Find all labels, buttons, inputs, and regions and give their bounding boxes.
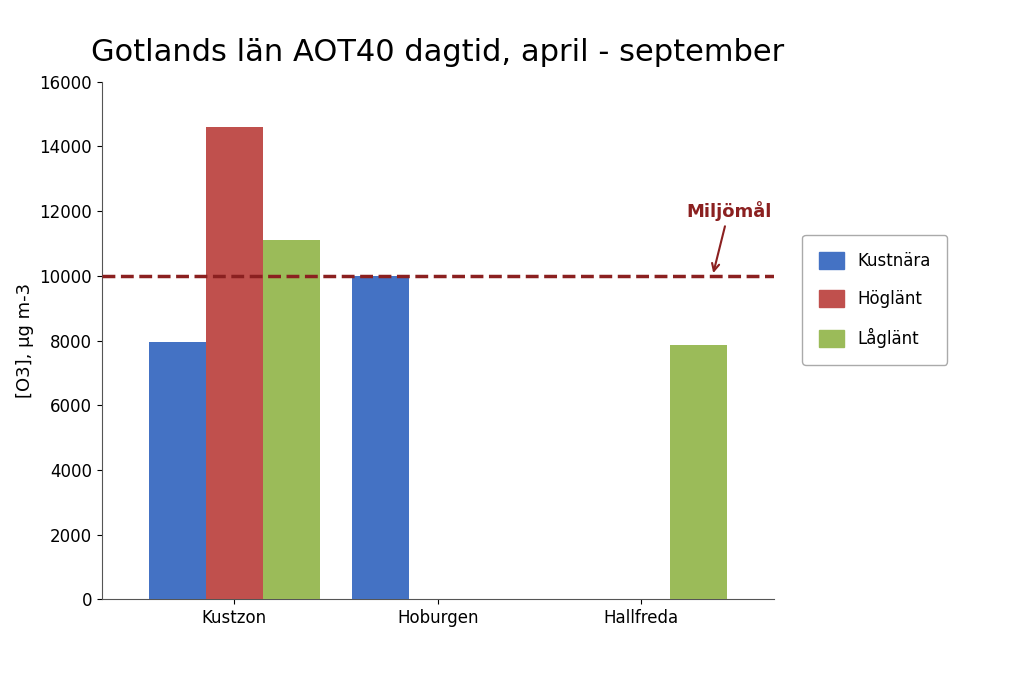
Legend: Kustnära, Höglänt, Låglänt: Kustnära, Höglänt, Låglänt	[802, 235, 947, 365]
Title: Gotlands län AOT40 dagtid, april - september: Gotlands län AOT40 dagtid, april - septe…	[92, 38, 784, 67]
Bar	[263, 240, 320, 599]
Y-axis label: [O3], µg m-3: [O3], µg m-3	[15, 283, 34, 398]
Bar	[206, 127, 263, 599]
Text: Miljömål: Miljömål	[686, 201, 772, 271]
Bar	[670, 345, 727, 599]
Bar	[149, 342, 206, 599]
Bar	[352, 276, 409, 599]
